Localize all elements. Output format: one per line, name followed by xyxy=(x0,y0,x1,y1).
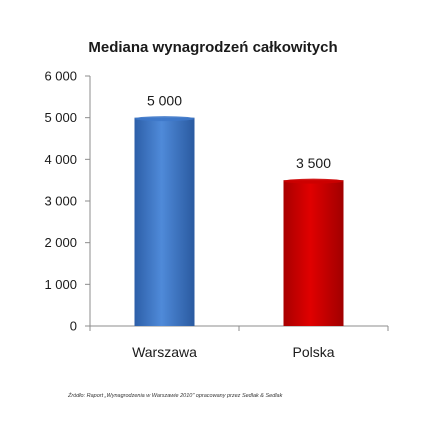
y-tick-label: 4 000 xyxy=(44,152,77,167)
bar-top xyxy=(134,116,195,122)
data-labels: 5 000 3 500 xyxy=(147,93,331,172)
data-label: 3 500 xyxy=(296,155,331,171)
bar-warszawa xyxy=(134,116,195,327)
bar-body xyxy=(283,180,344,326)
y-tick-label: 2 000 xyxy=(44,235,77,250)
x-category-label: Warszawa xyxy=(132,344,197,360)
x-category-label: Polska xyxy=(292,344,334,360)
data-label: 5 000 xyxy=(147,93,182,109)
bar-polska xyxy=(283,178,344,326)
y-tick-label: 3 000 xyxy=(44,194,77,209)
y-tick-label: 6 000 xyxy=(44,69,77,84)
y-axis: 0 1 000 2 000 3 000 4 000 5 000 6 000 xyxy=(44,69,389,334)
y-tick-label: 1 000 xyxy=(44,277,77,292)
bar-top xyxy=(283,178,344,184)
bars xyxy=(134,116,344,327)
x-axis-labels: Warszawa Polska xyxy=(132,344,335,360)
chart-title: Mediana wynagrodzeń całkowitych xyxy=(88,39,337,56)
y-tick-label: 0 xyxy=(70,319,77,334)
source-note: Źródło: Raport „Wynagrodzenia w Warszawi… xyxy=(67,392,283,399)
bar-body xyxy=(134,117,195,327)
y-tick-label: 5 000 xyxy=(44,110,77,125)
